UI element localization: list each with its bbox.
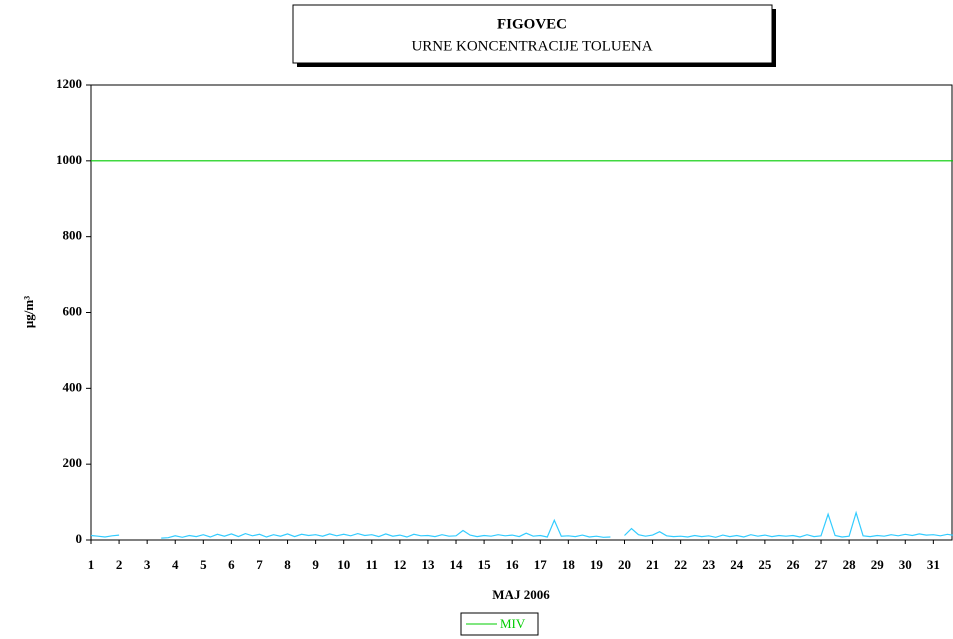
x-axis-label: MAJ 2006 (492, 587, 550, 602)
x-tick-label: 25 (758, 557, 772, 572)
x-tick-label: 7 (256, 557, 263, 572)
x-tick-label: 30 (899, 557, 912, 572)
legend-box (460, 612, 539, 636)
y-tick-label: 0 (76, 531, 83, 546)
x-tick-label: 10 (337, 557, 350, 572)
y-tick-label: 600 (63, 303, 83, 318)
y-tick-label: 200 (63, 455, 83, 470)
x-tick-label: 15 (478, 557, 492, 572)
x-tick-label: 8 (284, 557, 291, 572)
chart-subtitle: URNE KONCENTRACIJE TOLUENA (411, 38, 652, 54)
x-tick-label: 29 (871, 557, 885, 572)
x-tick-label: 2 (116, 557, 123, 572)
x-tick-label: 4 (172, 557, 179, 572)
data-line (90, 510, 953, 539)
x-tick-label: 1 (88, 557, 95, 572)
x-tick-label: 14 (450, 557, 464, 572)
y-tick-label: 400 (63, 379, 83, 394)
chart-title: FIGOVEC (497, 16, 567, 32)
x-tick-label: 12 (393, 557, 406, 572)
x-tick-label: 22 (674, 557, 687, 572)
x-tick-label: 21 (646, 557, 659, 572)
y-axis-label: μg/m³ (21, 296, 36, 328)
x-tick-label: 5 (200, 557, 207, 572)
x-tick-label: 26 (786, 557, 800, 572)
x-tick-label: 6 (228, 557, 235, 572)
y-tick-label: 1200 (56, 76, 82, 91)
x-tick-label: 18 (562, 557, 576, 572)
x-tick-label: 27 (815, 557, 829, 572)
x-tick-label: 31 (927, 557, 940, 572)
legend-label: MIV (500, 616, 526, 631)
title-box (292, 4, 773, 64)
x-tick-label: 19 (590, 557, 604, 572)
x-tick-label: 13 (421, 557, 435, 572)
x-tick-label: 11 (366, 557, 378, 572)
plot-area (90, 84, 953, 541)
x-tick-label: 16 (506, 557, 520, 572)
x-tick-label: 20 (618, 557, 631, 572)
x-tick-label: 9 (312, 557, 319, 572)
x-tick-label: 24 (730, 557, 744, 572)
x-tick-label: 23 (702, 557, 716, 572)
x-tick-label: 3 (144, 557, 151, 572)
x-tick-label: 17 (534, 557, 548, 572)
y-tick-label: 800 (63, 228, 83, 243)
y-tick-label: 1000 (56, 152, 82, 167)
x-tick-label: 28 (843, 557, 857, 572)
